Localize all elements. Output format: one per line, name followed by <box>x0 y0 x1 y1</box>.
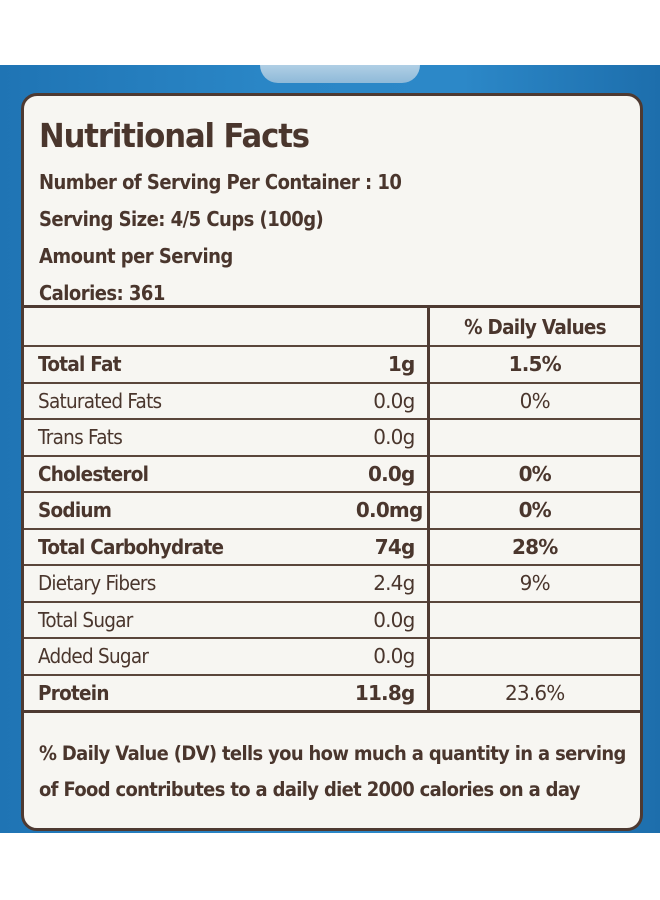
nutrient-dv: 0% <box>518 498 552 523</box>
amount-per-serving: Amount per Serving <box>39 244 233 268</box>
table-header-row: % Daily Values <box>24 308 640 347</box>
nutrient-amount: 74g <box>374 534 416 559</box>
nutrient-amount: 0.0g <box>373 607 415 632</box>
nutrient-name: Added Sugar <box>38 644 149 669</box>
table-row: Sodium 0.0mg 0% <box>24 492 640 530</box>
table-row: Cholesterol 0.0g 0% <box>24 455 640 493</box>
package-highlight <box>260 65 420 83</box>
servings-per-container: Number of Serving Per Container : 10 <box>39 170 402 194</box>
product-photo: Nutritional Facts Number of Serving Per … <box>0 65 660 833</box>
nutrient-name: Protein <box>38 680 109 705</box>
table-row: Dietary Fibers 2.4g 9% <box>24 565 640 603</box>
nutrient-name: Dietary Fibers <box>38 571 156 596</box>
table-row: Trans Fats 0.0g <box>24 419 640 457</box>
label-title: Nutritional Facts <box>39 116 310 155</box>
table-row: Protein 11.8g 23.6% <box>24 674 640 713</box>
nutrient-amount: 0.0g <box>373 425 415 450</box>
nutrient-name: Cholesterol <box>38 461 149 486</box>
footnote-line-2: of Food contributes to a daily diet 2000… <box>39 778 580 801</box>
table-row: Total Fat 1g 1.5% <box>24 346 640 384</box>
serving-size: Serving Size: 4/5 Cups (100g) <box>39 207 324 231</box>
nutrient-name: Saturated Fats <box>38 388 162 413</box>
table-row: Saturated Fats 0.0g 0% <box>24 382 640 420</box>
nutrient-dv: 0% <box>518 461 552 486</box>
nutrient-dv: 28% <box>512 534 558 559</box>
nutrient-dv: 9% <box>519 571 551 596</box>
daily-values-header: % Daily Values <box>428 308 640 347</box>
blank-amount-header-cell <box>320 308 430 347</box>
footnote-line-1: % Daily Value (DV) tells you how much a … <box>39 742 626 765</box>
nutrient-dv: 23.6% <box>504 680 565 705</box>
nutrient-amount: 11.8g <box>354 680 415 705</box>
label-header: Nutritional Facts Number of Serving Per … <box>24 96 640 308</box>
nutrient-dv: 0% <box>519 388 551 413</box>
blank-header-cell <box>24 308 320 347</box>
nutrient-name: Total Carbohydrate <box>38 534 224 559</box>
nutrient-amount: 1g <box>387 352 415 377</box>
daily-value-footnote: % Daily Value (DV) tells you how much a … <box>39 736 629 808</box>
nutrient-dv: 1.5% <box>508 352 562 377</box>
nutrition-label: Nutritional Facts Number of Serving Per … <box>21 93 643 831</box>
table-row: Total Sugar 0.0g <box>24 601 640 639</box>
table-row: Added Sugar 0.0g <box>24 638 640 676</box>
nutrient-amount: 0.0g <box>367 461 415 486</box>
nutrient-amount: 2.4g <box>373 571 415 596</box>
nutrient-name: Total Fat <box>38 352 121 377</box>
calories: Calories: 361 <box>39 281 165 305</box>
nutrient-name: Sodium <box>38 498 112 523</box>
nutrient-name: Total Sugar <box>38 607 133 632</box>
nutrient-name: Trans Fats <box>38 425 123 450</box>
table-row: Total Carbohydrate 74g 28% <box>24 528 640 566</box>
nutrient-amount: 0.0g <box>373 388 415 413</box>
nutrient-amount: 0.0g <box>373 644 415 669</box>
nutrient-amount: 0.0mg <box>355 498 423 523</box>
nutrient-table: % Daily Values Total Fat 1g 1.5% Saturat… <box>24 308 640 713</box>
